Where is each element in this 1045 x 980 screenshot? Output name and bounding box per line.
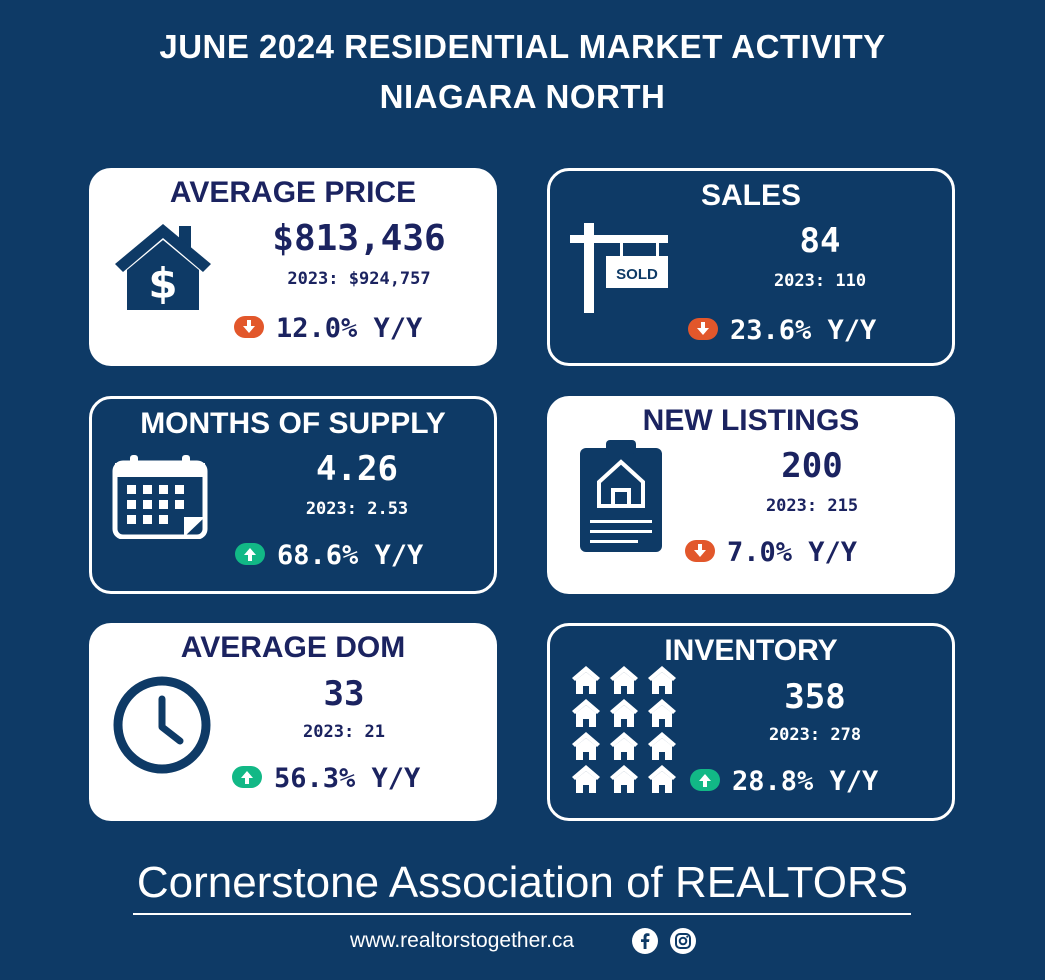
calendar-icon — [112, 455, 208, 543]
inventory-yoy: 28.8% Y/Y — [690, 766, 878, 797]
sales-value: 84 — [799, 221, 841, 261]
average-price-card: AVERAGE PRICE $ $813,436 2023: $924,757 … — [89, 168, 497, 366]
up-arrow-icon — [690, 768, 720, 791]
card-title: MONTHS OF SUPPLY — [140, 407, 446, 440]
average-price-previous: 2023: $924,757 — [287, 269, 431, 289]
new-listings-card: NEW LISTINGS 200 2023: 215 7.0% Y/Y — [547, 396, 955, 594]
yoy-text: 12.0% Y/Y — [276, 313, 423, 344]
months-of-supply-yoy: 68.6% Y/Y — [235, 540, 423, 571]
average-price-value: $813,436 — [272, 218, 446, 259]
sales-card: SALES SOLD 84 2023: 110 23.6% Y/Y — [547, 168, 955, 366]
facebook-icon[interactable] — [632, 928, 658, 954]
new-listings-value: 200 — [781, 446, 843, 486]
card-title: AVERAGE PRICE — [169, 176, 417, 209]
card-title: INVENTORY — [664, 634, 838, 667]
sales-yoy: 23.6% Y/Y — [688, 315, 876, 346]
inventory-previous: 2023: 278 — [768, 725, 862, 745]
card-title: SALES — [700, 179, 802, 212]
inventory-value: 358 — [784, 677, 846, 717]
months-of-supply-value: 4.26 — [316, 449, 398, 489]
houses-grid-icon — [572, 664, 682, 800]
sold-sign-icon: SOLD — [570, 223, 670, 317]
yoy-text: 23.6% Y/Y — [730, 315, 877, 346]
footer-divider — [133, 913, 911, 915]
organization-name: Cornerstone Association of REALTORS — [136, 858, 909, 907]
average-dom-previous: 2023: 21 — [303, 722, 385, 742]
inventory-card: INVENTORY 358 2023: 278 28.8% Y/Y — [547, 623, 955, 821]
yoy-text: 68.6% Y/Y — [277, 540, 424, 571]
yoy-text: 7.0% Y/Y — [727, 537, 858, 568]
svg-text:$: $ — [148, 259, 177, 308]
card-title: NEW LISTINGS — [642, 404, 860, 437]
house-dollar-icon: $ — [113, 220, 213, 316]
average-dom-card: AVERAGE DOM 33 2023: 21 56.3% Y/Y — [89, 623, 497, 821]
page-subtitle: NIAGARA NORTH — [379, 78, 666, 115]
website-link[interactable]: www.realtorstogether.ca — [350, 929, 575, 952]
up-arrow-icon — [235, 542, 265, 565]
yoy-text: 28.8% Y/Y — [732, 766, 879, 797]
new-listings-yoy: 7.0% Y/Y — [685, 537, 857, 568]
down-arrow-icon — [688, 317, 718, 340]
sold-sign-text: SOLD — [616, 266, 658, 283]
sales-previous: 2023: 110 — [773, 271, 867, 291]
average-dom-yoy: 56.3% Y/Y — [232, 763, 420, 794]
clock-icon — [112, 675, 212, 779]
card-title: AVERAGE DOM — [180, 631, 406, 664]
yoy-text: 56.3% Y/Y — [274, 763, 421, 794]
instagram-icon[interactable] — [670, 928, 696, 954]
down-arrow-icon — [685, 539, 715, 562]
new-listings-previous: 2023: 215 — [765, 496, 859, 516]
months-of-supply-previous: 2023: 2.53 — [305, 499, 409, 519]
page-title: JUNE 2024 RESIDENTIAL MARKET ACTIVITY — [159, 28, 886, 65]
up-arrow-icon — [232, 765, 262, 788]
average-dom-value: 33 — [323, 674, 365, 714]
down-arrow-icon — [234, 315, 264, 338]
months-of-supply-card: MONTHS OF SUPPLY 4.26 2023: 2.53 68.6% Y… — [89, 396, 497, 594]
clipboard-house-icon — [580, 440, 662, 556]
average-price-yoy: 12.0% Y/Y — [234, 313, 422, 344]
